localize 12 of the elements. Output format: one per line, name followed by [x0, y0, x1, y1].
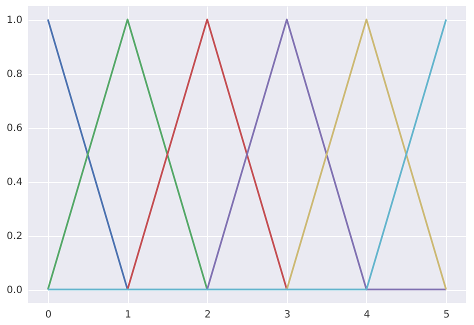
x-tick-label: 1: [124, 310, 132, 320]
y-tick-label: 0.0: [6, 285, 22, 296]
x-tick-label: 0: [45, 310, 52, 320]
y-tick-label: 0.8: [6, 69, 22, 80]
y-tick-label: 0.6: [6, 123, 22, 134]
y-tick-label: 0.2: [6, 231, 22, 242]
x-tick-label: 2: [204, 310, 211, 320]
x-tick-label: 5: [443, 310, 450, 320]
x-tick-label: 4: [364, 310, 370, 320]
x-tick-label: 3: [284, 310, 291, 320]
y-tick-label: 0.4: [6, 177, 22, 188]
y-tick-label: 1.0: [6, 15, 22, 26]
